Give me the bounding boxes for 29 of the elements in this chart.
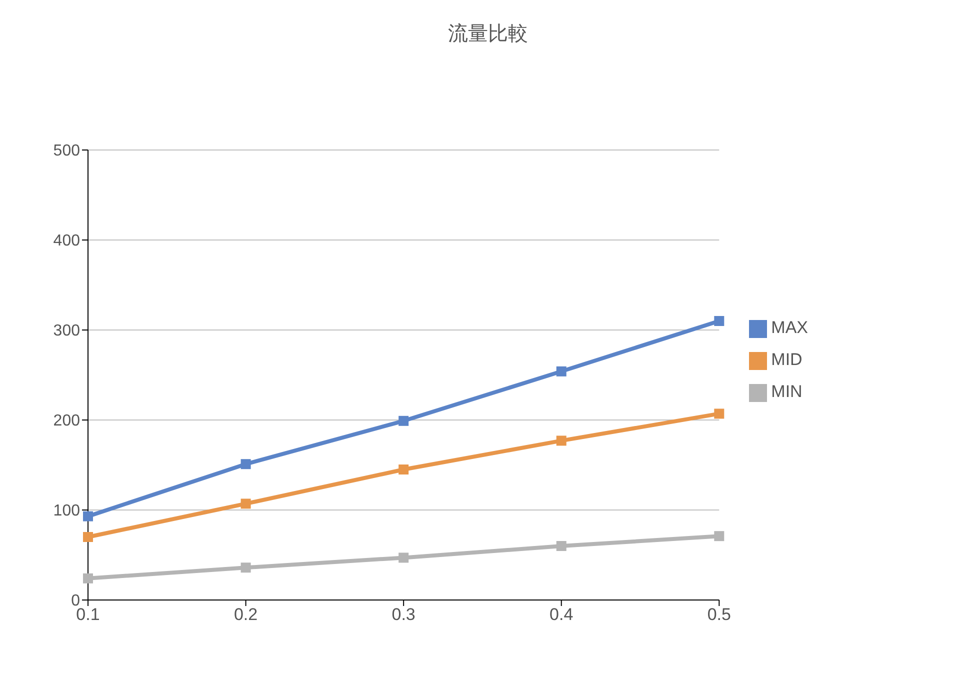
point (83, 532, 93, 542)
x-tick-label: 0.3 (392, 605, 416, 624)
legend-label: MAX (771, 318, 808, 337)
point (240, 459, 251, 470)
point (556, 436, 566, 446)
legend-label: MIN (771, 382, 802, 401)
y-tick-label: 200 (53, 412, 80, 430)
x-tick-label: 0.5 (707, 605, 731, 624)
chart-title: 流量比較 (447, 22, 529, 47)
point (556, 541, 566, 551)
x-tick-label: 0.2 (234, 605, 258, 624)
x-tick-label: 0.4 (550, 605, 574, 624)
y-tick-label: 300 (53, 322, 80, 340)
point (398, 464, 409, 474)
x-tick-label: 0.1 (76, 605, 100, 624)
point (83, 511, 93, 522)
point (714, 408, 724, 419)
point (714, 316, 724, 326)
point (556, 366, 566, 376)
point (240, 498, 251, 509)
y-tick-label: 100 (53, 502, 80, 520)
legend-label: MID (771, 350, 802, 369)
point (398, 552, 409, 563)
point (240, 562, 251, 573)
point (83, 573, 93, 584)
y-tick-label: 400 (53, 232, 80, 250)
point (714, 531, 724, 542)
point (398, 416, 409, 426)
y-tick-label: 500 (53, 142, 80, 160)
